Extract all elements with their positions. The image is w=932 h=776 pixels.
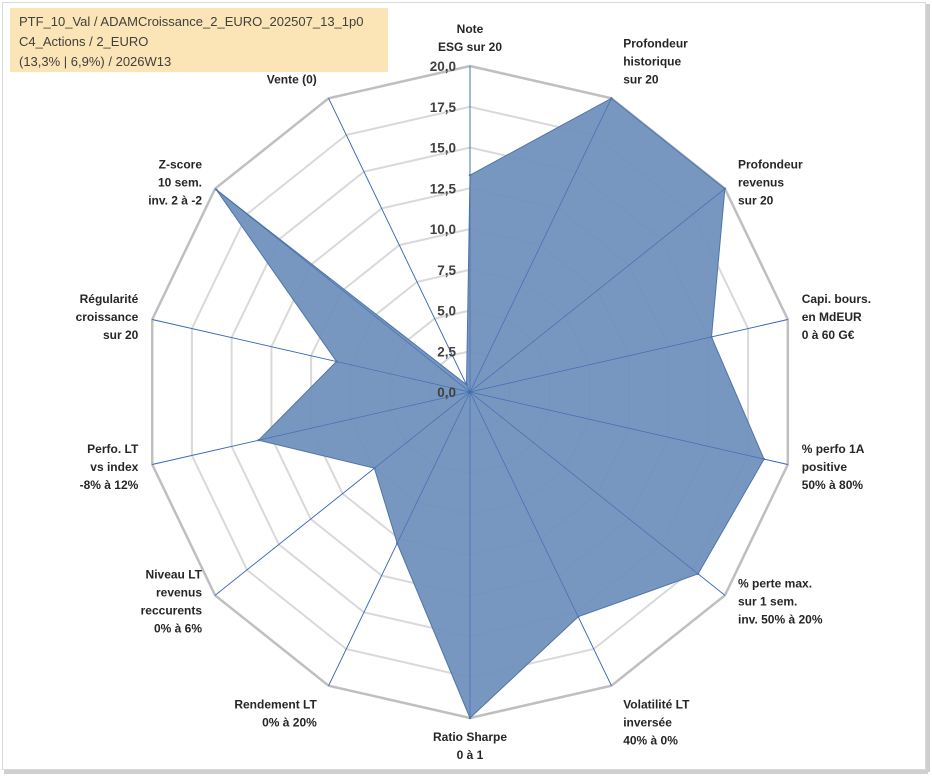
tick-label-3: 7,5 xyxy=(437,263,456,278)
data-point-10 xyxy=(257,439,260,442)
series-spoke-overlay-8 xyxy=(328,391,471,686)
tick-label-0: 0,0 xyxy=(437,385,456,400)
axis-label-line: sur 20 xyxy=(738,194,774,208)
axis-label-line: 0% à 20% xyxy=(262,716,317,730)
axis-label-line: -8% à 12% xyxy=(80,478,139,492)
frame-shadow-right xyxy=(926,4,930,772)
axis-label-2: Profondeur revenus sur 20 xyxy=(738,158,803,208)
axis-label-line: vs index xyxy=(90,460,138,474)
frame-shadow-bottom xyxy=(4,770,928,774)
data-point-7 xyxy=(468,716,472,720)
series-spoke-overlay-9 xyxy=(214,391,471,596)
data-point-12 xyxy=(215,188,218,191)
data-point-6 xyxy=(577,615,580,618)
axis-label-line: 0% à 6% xyxy=(154,622,202,636)
series-spoke-overlay-1 xyxy=(469,98,612,393)
axis-label-line: 0 à 60 G€ xyxy=(802,328,855,342)
axis-label-line: croissance xyxy=(76,310,139,324)
data-point-8 xyxy=(396,542,399,545)
axis-label-line: sur 1 sem. xyxy=(738,595,797,609)
axis-label-line: 40% à 0% xyxy=(623,734,678,748)
axis-label-5: % perte max. sur 1 sem. inv. 50% à 20% xyxy=(738,577,823,627)
axis-label-line: Vente (0) xyxy=(267,72,317,86)
axis-label-line: revenus xyxy=(738,176,784,190)
axis-label-line: Profondeur xyxy=(623,36,688,50)
tick-label-5: 12,5 xyxy=(430,181,457,196)
axis-label-line: historique xyxy=(623,54,681,68)
axis-label-line: Rendement LT xyxy=(234,698,317,712)
axis-label-line: en MdEUR xyxy=(802,310,862,324)
portfolio-name: PTF_10_Val / ADAMCroissance_2_EURO_20250… xyxy=(19,14,364,29)
axis-label-line: 50% à 80% xyxy=(802,478,864,492)
axis-label-line: Perfo. LT xyxy=(87,442,139,456)
data-point-0 xyxy=(468,174,472,177)
axis-label-line: positive xyxy=(802,460,848,474)
series-spoke-overlay-10 xyxy=(152,391,471,465)
series-spoke-overlay-5 xyxy=(469,391,726,596)
axis-label-line: Z-score xyxy=(159,158,203,172)
axis-label-8: Rendement LT 0% à 20% xyxy=(234,698,317,730)
data-point-4 xyxy=(762,457,766,461)
series-spoke-overlay-3 xyxy=(469,319,788,393)
axis-label-6: Volatilité LT inversée 40% à 0% xyxy=(623,698,690,748)
axis-label-line: inversée xyxy=(623,716,672,730)
axis-label-line: Régularité xyxy=(80,292,139,306)
axis-label-9: Niveau LT revenus reccurents 0% à 6% xyxy=(141,568,203,636)
axis-label-line: Note xyxy=(457,22,484,36)
series-spoke-overlay-4 xyxy=(469,391,788,465)
axis-label-line: 0 à 1 xyxy=(457,748,484,762)
series-spoke-overlay-2 xyxy=(469,188,726,393)
tick-label-1: 2,5 xyxy=(437,344,456,359)
series-spoke-overlay-6 xyxy=(469,391,612,686)
data-point-11 xyxy=(335,360,338,363)
axis-label-7: Ratio Sharpe 0 à 1 xyxy=(433,730,507,762)
axis-label-11: Régularité croissance sur 20 xyxy=(76,292,139,342)
axis-label-line: sur 20 xyxy=(103,328,139,342)
series-spoke-overlay-11 xyxy=(152,319,471,393)
axis-label-4: % perfo 1A positive 50% à 80% xyxy=(802,442,865,492)
tick-label-4: 10,0 xyxy=(430,222,456,237)
radial-tick-labels: 0,0 2,5 5,0 7,5 10,0 12,5 15,0 17,5 20,0 xyxy=(430,59,457,400)
tick-label-7: 17,5 xyxy=(430,100,457,115)
axis-labels: Note ESG sur 20 Profondeur historique sur 20… xyxy=(76,22,871,762)
data-point-9 xyxy=(373,467,376,470)
axis-label-line: inv. 50% à 20% xyxy=(738,613,823,627)
axis-label-line: Capi. bours. xyxy=(802,292,871,306)
axis-label-1: Profondeur historique sur 20 xyxy=(623,36,688,86)
data-point-2 xyxy=(723,187,727,190)
portfolio-stats: (13,3% | 6,9%) / 2026W13 xyxy=(19,54,172,69)
data-point-1 xyxy=(610,97,613,100)
tick-label-8: 20,0 xyxy=(430,59,456,74)
axis-label-line: 10 sem. xyxy=(158,176,202,190)
tick-label-2: 5,0 xyxy=(437,304,456,319)
series-spoke-overlay-13 xyxy=(328,98,471,393)
portfolio-info-box: PTF_10_Val / ADAMCroissance_2_EURO_20250… xyxy=(10,8,388,72)
axis-label-line: Volatilité LT xyxy=(623,698,690,712)
axis-label-12: Z-score 10 sem. inv. 2 à -2 xyxy=(148,158,202,208)
series-spoke-overlay-12 xyxy=(214,188,471,393)
axis-label-line: Profondeur xyxy=(738,158,803,172)
tick-label-6: 15,0 xyxy=(430,141,456,156)
axis-label-3: Capi. bours. en MdEUR 0 à 60 G€ xyxy=(802,292,871,342)
axis-label-10: Perfo. LT vs index -8% à 12% xyxy=(80,442,139,492)
portfolio-category: C4_Actions / 2_EURO xyxy=(19,34,149,49)
axis-label-0: Note ESG sur 20 xyxy=(438,22,502,54)
data-point-5 xyxy=(696,572,700,576)
data-point-3 xyxy=(710,335,713,339)
axis-label-line: reccurents xyxy=(141,604,203,618)
axis-label-line: Niveau LT xyxy=(146,568,203,582)
axis-label-line: Ratio Sharpe xyxy=(433,730,507,744)
axis-label-line: % perte max. xyxy=(738,577,812,591)
axis-label-line: inv. 2 à -2 xyxy=(148,194,202,208)
axis-label-line: ESG sur 20 xyxy=(438,40,502,54)
axis-label-line: sur 20 xyxy=(623,72,659,86)
radar-series xyxy=(152,66,788,720)
data-point-13 xyxy=(465,383,468,386)
axis-label-line: % perfo 1A xyxy=(802,442,865,456)
axis-label-line: revenus xyxy=(156,586,202,600)
